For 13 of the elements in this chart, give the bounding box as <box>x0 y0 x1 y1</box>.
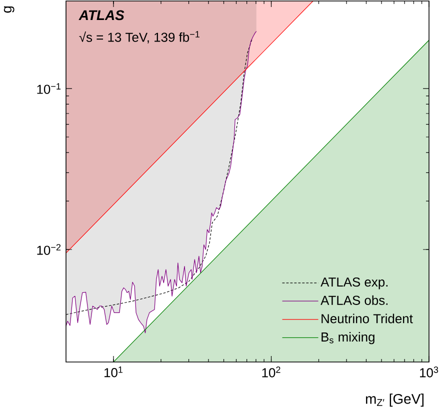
x-axis-title: m$_{Z′}$ [GeV] <box>366 394 424 407</box>
annotation: ATLAS <box>78 10 124 20</box>
y-axis-title: g <box>4 6 14 13</box>
x-tick-label: 10$^{3}$ <box>420 366 438 378</box>
annotation: √s = 13 TeV, 139 fb$^{−1}$ <box>79 31 200 44</box>
legend-label: B$_{s}$ mixing <box>322 332 374 344</box>
x-tick-label: 10$^{1}$ <box>104 366 123 378</box>
y-tick-label: 10$^{−2}$ <box>37 244 61 255</box>
legend-label: ATLAS obs. <box>320 295 388 305</box>
x-tick-label: 10$^{2}$ <box>262 366 280 378</box>
legend-label: Neutrino Trident <box>322 314 413 324</box>
y-tick-label: 10$^{−1}$ <box>37 83 61 94</box>
legend-label: ATLAS exp. <box>320 277 388 290</box>
